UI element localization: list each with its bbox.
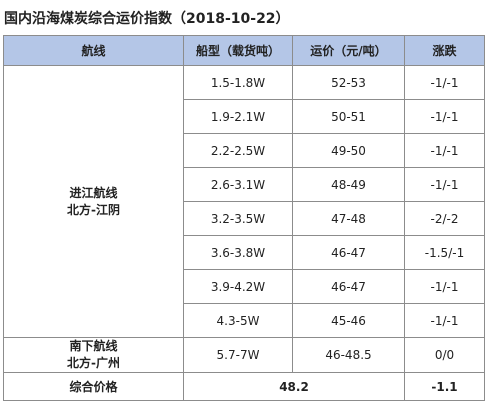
freight-rate: 48-49 — [292, 167, 405, 202]
table-row: 3.9-4.2W 46-47 -1/-1 — [4, 269, 485, 304]
ship-size: 2.2-2.5W — [183, 133, 293, 168]
change: -1/-1 — [404, 269, 485, 304]
ship-size: 3.2-3.5W — [183, 201, 293, 236]
freight-rate: 46-48.5 — [292, 337, 405, 373]
freight-rate: 46-47 — [292, 235, 405, 270]
route-cell: 进江航线北方-江阴 — [3, 65, 184, 338]
freight-rate: 45-46 — [292, 303, 405, 338]
ship-size: 3.9-4.2W — [183, 269, 293, 304]
change: -2/-2 — [404, 201, 485, 236]
ship-size: 1.5-1.8W — [183, 65, 293, 100]
table-body: 进江航线 北方-江阴 1.5-1.8W 52-53 -1/-1 1.9-2.1W 50-51… — [3, 65, 485, 401]
route-line: 南下航线 — [69, 339, 118, 353]
change: -1/-1 — [404, 133, 485, 168]
table-row: 南下航线 北方-广州 5.7-7W 46-48.5 0/0 — [3, 337, 485, 373]
price-table: 航线 船型（载货吨） 运价（元/吨） 涨跌 进江航线 北方-江阴 1.5-1.8W 52-5… — [3, 35, 485, 401]
ship-size: 4.3-5W — [183, 303, 293, 338]
change: -1/-1 — [404, 99, 485, 134]
summary-change: -1.1 — [404, 372, 485, 401]
table-row: 3.2-3.5W 47-48 -2/-2 — [4, 201, 485, 236]
freight-rate: 50-51 — [292, 99, 405, 134]
route-line: 北方-江阴 — [67, 202, 120, 217]
header-cell: 船型（载货吨） — [183, 35, 293, 66]
table-row: 进江航线 北方-江阴 1.5-1.8W 52-53 -1/-1 — [3, 65, 485, 338]
summary-row: 综合价格 48.2 -1.1 — [3, 372, 485, 401]
freight-rate: 52-53 — [292, 65, 405, 100]
change: 0/0 — [404, 337, 485, 373]
summary-label: 综合价格 — [3, 372, 184, 401]
table-row: 3.6-3.8W 46-47 -1.5/-1 — [4, 235, 485, 270]
header-cell: 航线 — [3, 35, 184, 66]
summary-price: 48.2 — [183, 372, 405, 401]
freight-rate: 46-47 — [292, 269, 405, 304]
ship-size: 5.7-7W — [183, 337, 293, 373]
table-row: 2.2-2.5W 49-50 -1/-1 — [4, 133, 485, 168]
table-row: 4.3-5W 45-46 -1/-1 — [4, 303, 485, 338]
change: -1.5/-1 — [404, 235, 485, 270]
table-row: 2.6-3.1W 48-49 -1/-1 — [4, 167, 485, 202]
route-line: 北方-广州 — [67, 356, 120, 370]
route-line: 进江航线 — [69, 185, 118, 200]
freight-rate: 49-50 — [292, 133, 405, 168]
ship-size: 1.9-2.1W — [183, 99, 293, 134]
ship-size: 2.6-3.1W — [183, 167, 293, 202]
header-row: 航线 船型（载货吨） 运价（元/吨） 涨跌 — [3, 35, 485, 66]
title: 国内沿海煤炭综合运价指数（2018-10-22） — [4, 11, 290, 27]
header-cell: 运价（元/吨） — [292, 35, 405, 66]
ship-size: 3.6-3.8W — [183, 235, 293, 270]
change: -1/-1 — [404, 65, 485, 100]
route-cell: 南下航线北方-广州 — [3, 337, 184, 373]
change: -1/-1 — [404, 167, 485, 202]
freight-rate: 47-48 — [292, 201, 405, 236]
header-cell: 涨跌 — [404, 35, 485, 66]
change: -1/-1 — [404, 303, 485, 338]
table-row: 1.9-2.1W 50-51 -1/-1 — [4, 99, 485, 134]
